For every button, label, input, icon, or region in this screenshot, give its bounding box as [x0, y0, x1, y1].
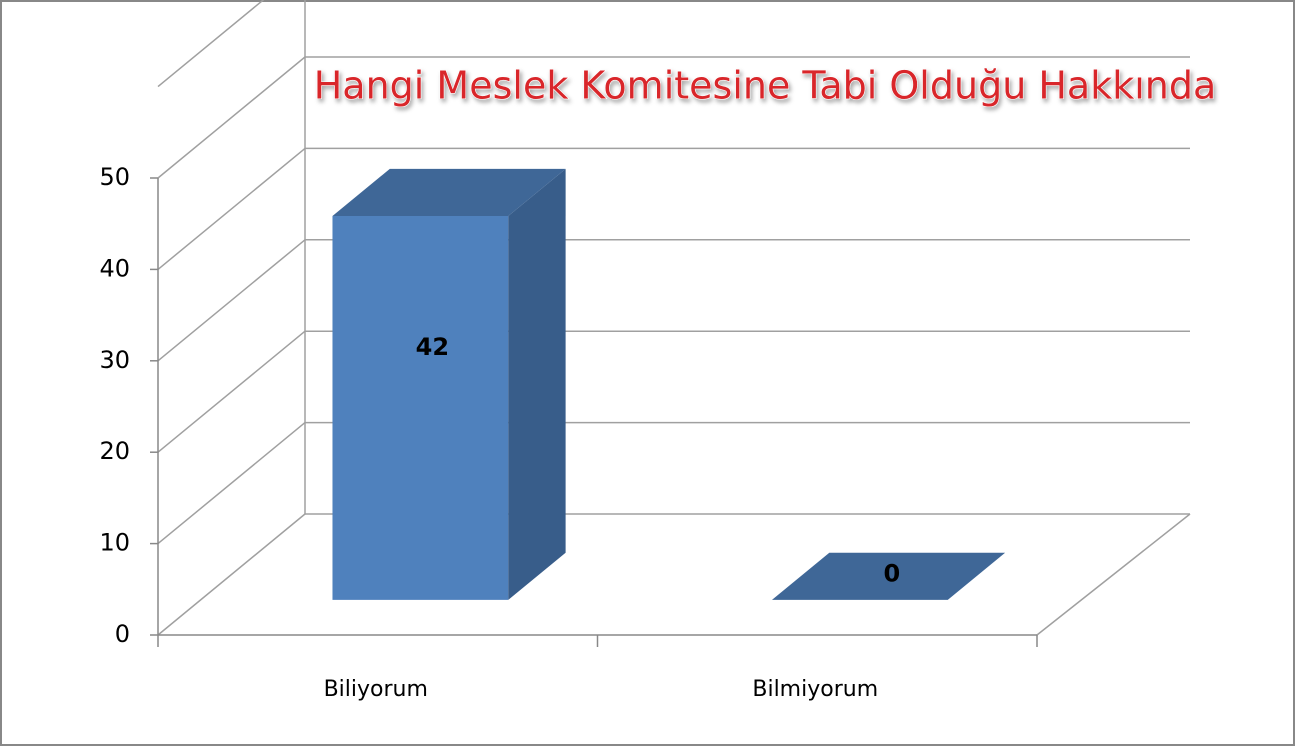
y-tick-label: 20 — [99, 437, 130, 465]
y-tick-label: 50 — [99, 163, 130, 191]
bar-top — [332, 168, 566, 217]
grid-line — [157, 330, 306, 453]
grid-line — [157, 147, 306, 270]
grid-line — [157, 513, 306, 636]
value-label: 0 — [884, 559, 901, 587]
grid-line — [157, 422, 306, 545]
grid-line — [157, 56, 306, 179]
y-tick-label: 30 — [99, 346, 130, 374]
x-tick-label: Bilmiyorum — [752, 677, 878, 702]
value-label: 42 — [416, 333, 449, 361]
wall-edge — [157, 0, 265, 88]
y-tick-label: 10 — [99, 529, 130, 557]
floor-edge — [1036, 513, 1191, 636]
x-tick-label: Biliyorum — [324, 677, 428, 702]
bar — [332, 168, 566, 600]
grid-line — [157, 239, 306, 362]
chart-title: Hangi Meslek Komitesine Tabi Olduğu Hakk… — [314, 64, 1217, 108]
bar-front — [332, 216, 509, 600]
y-tick-label: 40 — [99, 254, 130, 282]
bar-side — [508, 168, 566, 600]
y-tick-label: 0 — [115, 620, 130, 648]
bar — [771, 552, 1006, 600]
bar-top — [771, 552, 1006, 600]
